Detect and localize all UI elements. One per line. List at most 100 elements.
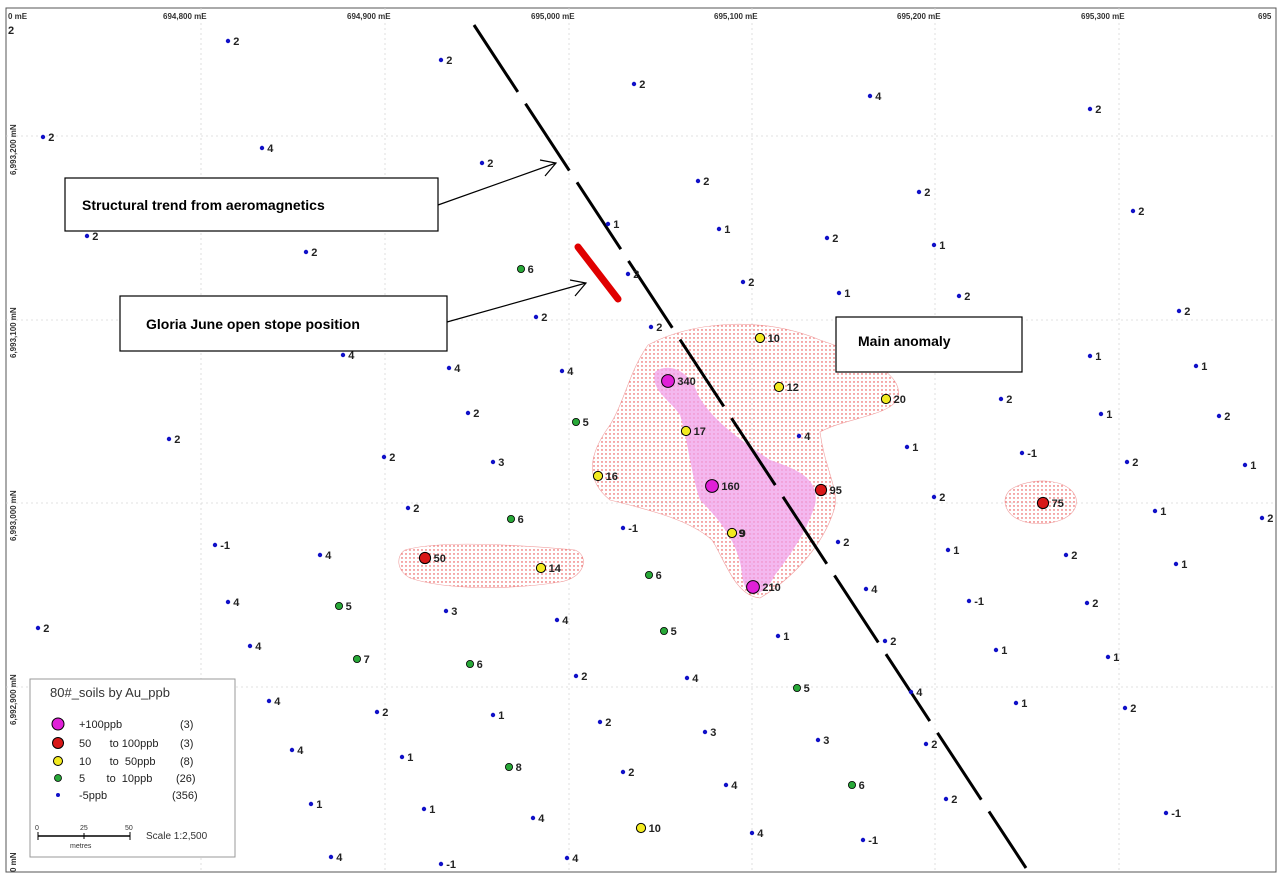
- sample-value-label: 12: [787, 382, 799, 394]
- sample-point-lt5: [35, 625, 41, 631]
- sample-point-lt5: [225, 38, 231, 44]
- sample-point-lt5: [308, 801, 314, 807]
- sample-value-label: 2: [703, 176, 709, 188]
- sample-value-label: 4: [348, 350, 355, 362]
- sample-point-lt5: [1173, 561, 1179, 567]
- sample-value-label: 340: [677, 376, 695, 388]
- sample-value-label: 2: [951, 794, 957, 806]
- sample-value-label: -1: [220, 540, 230, 552]
- sample-value-label: 2: [581, 671, 587, 683]
- sample-point-lt5: [479, 160, 485, 166]
- sample-value-label: 4: [454, 363, 461, 375]
- sample-value-label: 1: [613, 219, 619, 231]
- sample-point-lt5: [1259, 515, 1265, 521]
- corner-sample-label: 2: [8, 25, 14, 37]
- legend-symbol-5-10: [54, 774, 62, 782]
- sample-point-lt5: [1163, 810, 1169, 816]
- sample-value-label: 2: [633, 269, 639, 281]
- sample-point-lt5: [564, 855, 570, 861]
- sample-value-label: 4: [562, 615, 569, 627]
- sample-point-lt5: [317, 552, 323, 558]
- sample-value-label: 2: [446, 55, 452, 67]
- sample-value-label: 2: [890, 636, 896, 648]
- sample-value-label: 1: [1095, 351, 1101, 363]
- sample-value-label: 2: [964, 291, 970, 303]
- sample-point-lt5: [212, 542, 218, 548]
- legend-title: 80#_soils by Au_ppb: [50, 685, 170, 700]
- sample-value-label: 2: [924, 187, 930, 199]
- x-axis-label: 695: [1258, 12, 1272, 21]
- callout-gloria-june: Gloria June open stope position: [119, 279, 588, 352]
- sample-value-label: 2: [1184, 306, 1190, 318]
- legend-count: (3): [180, 719, 193, 731]
- sample-value-label: 1: [939, 240, 945, 252]
- sample-value-label: 4: [692, 673, 699, 685]
- sample-point-lt5: [620, 769, 626, 775]
- sample-value-label: 14: [549, 563, 562, 575]
- sample-point-lt5: [908, 689, 914, 695]
- legend-count: (356): [172, 790, 198, 802]
- scale-tick-label: 0: [35, 825, 39, 832]
- sample-value-label: -1: [446, 859, 456, 871]
- sample-point-lt5: [723, 782, 729, 788]
- sample-point-lt5: [1013, 700, 1019, 706]
- sample-value-label: 1: [429, 804, 435, 816]
- sample-value-label: 4: [267, 143, 274, 155]
- sample-value-label: 5: [671, 626, 677, 638]
- sample-point-lt5: [916, 189, 922, 195]
- sample-value-label: 1: [407, 752, 413, 764]
- sample-value-label: 2: [939, 492, 945, 504]
- sample-point-lt5: [573, 673, 579, 679]
- sample-point-lt5: [1124, 459, 1130, 465]
- sample-point-lt5: [945, 547, 951, 553]
- sample-value-label: 9: [739, 528, 745, 540]
- sample-point-lt5: [443, 608, 449, 614]
- sample-point-lt5: [1098, 411, 1104, 417]
- x-axis-label: 695,200 mE: [897, 12, 941, 21]
- sample-point-lt5: [1122, 705, 1128, 711]
- sample-value-label: 3: [710, 727, 716, 739]
- sample-value-label: 6: [528, 264, 534, 276]
- sample-point-lt5: [740, 279, 746, 285]
- sample-value-label: 2: [389, 452, 395, 464]
- sample-value-label: 2: [1092, 598, 1098, 610]
- sample-point-lt5: [923, 741, 929, 747]
- sample-point-lt5: [247, 643, 253, 649]
- sample-point-lt5: [620, 525, 626, 531]
- sample-point-50-100: [418, 551, 432, 565]
- sample-value-label: 2: [1138, 206, 1144, 218]
- sample-value-label: 1: [1201, 361, 1207, 373]
- map-legend: 80#_soils by Au_ppb +100ppb (3) 50 to 10…: [29, 678, 236, 858]
- sample-point-lt5: [1087, 106, 1093, 112]
- sample-value-label: 2: [605, 717, 611, 729]
- sample-value-label: 1: [1113, 652, 1119, 664]
- sample-value-label: 1: [724, 224, 730, 236]
- sample-value-label: 4: [297, 745, 304, 757]
- sample-value-label: 4: [274, 696, 281, 708]
- scale-unit-label: metres: [70, 843, 92, 850]
- x-axis-labels: 0 mE 694,800 mE 694,900 mE 695,000 mE 69…: [8, 12, 1272, 21]
- scale-tick-label: 50: [125, 825, 133, 832]
- sample-value-label: 4: [255, 641, 262, 653]
- sample-point-5-10: [848, 781, 857, 790]
- sample-value-label: 2: [382, 707, 388, 719]
- sample-point-lt5: [399, 754, 405, 760]
- sample-point-lt5: [438, 57, 444, 63]
- sample-point-lt5: [1242, 462, 1248, 468]
- sample-point-5-10: [334, 602, 343, 611]
- anomaly-zones: [398, 323, 1077, 599]
- sample-value-label: 4: [572, 853, 579, 865]
- sample-value-label: 210: [762, 582, 780, 594]
- sample-value-label: 2: [413, 503, 419, 515]
- sample-point-plus100: [705, 479, 719, 493]
- legend-count: (3): [180, 738, 193, 750]
- west-anomaly-zone: [398, 543, 584, 588]
- sample-point-10-50: [535, 562, 547, 574]
- sample-value-label: 4: [757, 828, 764, 840]
- sample-value-label: -1: [974, 596, 984, 608]
- sample-value-label: 6: [477, 659, 483, 671]
- sample-point-5-10: [465, 660, 474, 669]
- sample-value-label: 1: [1160, 506, 1166, 518]
- sample-value-label: 50: [434, 553, 446, 565]
